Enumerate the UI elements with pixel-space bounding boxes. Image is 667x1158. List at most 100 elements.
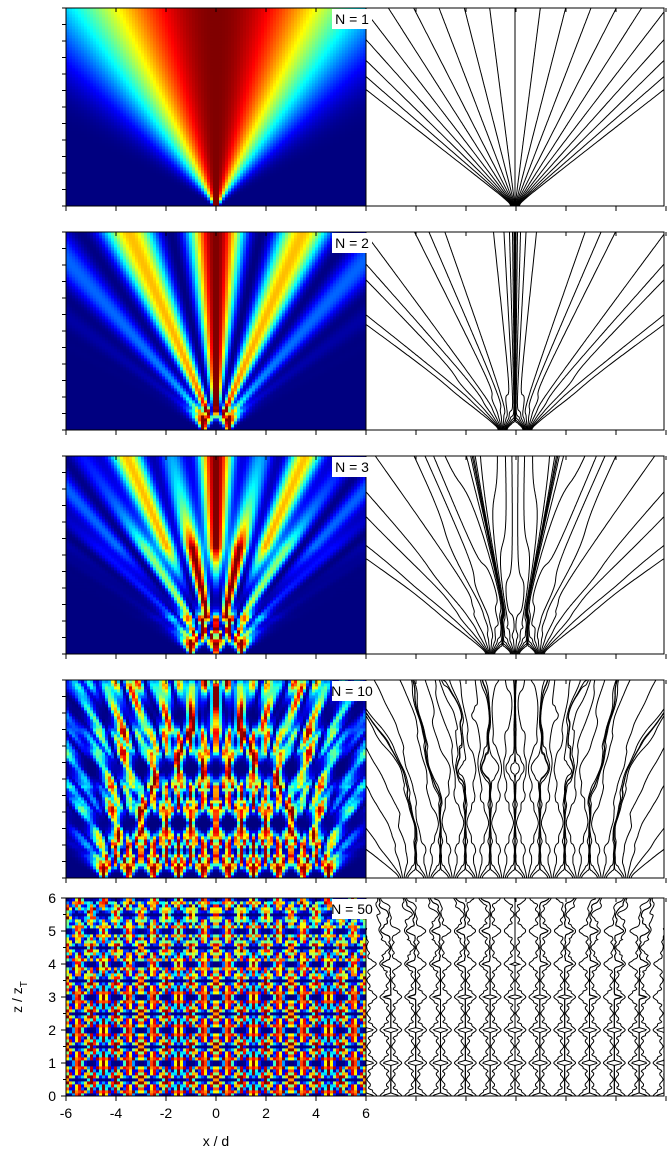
heatmap-cell: [342, 98, 345, 101]
heatmap-cell: [171, 104, 174, 107]
heatmap-cell: [183, 200, 186, 203]
heatmap-cell: [114, 191, 117, 194]
heatmap-cell: [222, 113, 225, 116]
heatmap-cell: [207, 131, 210, 134]
heatmap-cell: [204, 161, 207, 164]
heatmap-cell: [111, 113, 114, 116]
heatmap-cell: [225, 140, 228, 143]
heatmap-cell: [288, 104, 291, 107]
heatmap-cell: [87, 140, 90, 143]
heatmap-cell: [321, 98, 324, 101]
heatmap-cell: [171, 101, 174, 104]
heatmap-cell: [315, 191, 318, 194]
heatmap-cell: [216, 149, 219, 152]
heatmap-cell: [189, 188, 192, 191]
heatmap-cell: [249, 161, 252, 164]
heatmap-cell: [309, 140, 312, 143]
heatmap-cell: [102, 80, 105, 83]
heatmap-cell: [228, 143, 231, 146]
heatmap-cell: [105, 161, 108, 164]
heatmap-cell: [156, 62, 159, 65]
heatmap-cell: [69, 59, 72, 62]
heatmap-cell: [282, 131, 285, 134]
heatmap-cell: [111, 80, 114, 83]
heatmap-cell: [165, 158, 168, 161]
heatmap-cell: [135, 116, 138, 119]
heatmap-cell: [291, 116, 294, 119]
heatmap-cell: [237, 164, 240, 167]
heatmap-cell: [135, 119, 138, 122]
heatmap-cell: [108, 167, 111, 170]
heatmap-cell: [123, 191, 126, 194]
heatmap-cell: [75, 95, 78, 98]
heatmap-cell: [240, 92, 243, 95]
heatmap-cell: [279, 143, 282, 146]
heatmap-cell: [261, 146, 264, 149]
heatmap-cell: [159, 95, 162, 98]
heatmap-cell: [138, 164, 141, 167]
heatmap-cell: [81, 182, 84, 185]
heatmap-cell: [117, 56, 120, 59]
heatmap-cell: [360, 164, 363, 167]
heatmap-cell: [153, 92, 156, 95]
heatmap-cell: [264, 185, 267, 188]
heatmap-cell: [345, 185, 348, 188]
heatmap-cell: [315, 74, 318, 77]
heatmap-cell: [123, 200, 126, 203]
heatmap-cell: [81, 143, 84, 146]
heatmap-cell: [135, 122, 138, 125]
heatmap-cell: [162, 128, 165, 131]
heatmap-cell: [180, 95, 183, 98]
heatmap-cell: [234, 65, 237, 68]
heatmap-cell: [156, 182, 159, 185]
heatmap-cell: [165, 65, 168, 68]
heatmap-cell: [120, 125, 123, 128]
heatmap-cell: [180, 62, 183, 65]
heatmap-cell: [195, 176, 198, 179]
heatmap-cell: [123, 170, 126, 173]
heatmap-cell: [249, 182, 252, 185]
heatmap-cell: [117, 131, 120, 134]
heatmap-cell: [90, 140, 93, 143]
heatmap-cell: [150, 158, 153, 161]
heatmap-cell: [339, 194, 342, 197]
heatmap-cell: [150, 116, 153, 119]
heatmap-cell: [360, 74, 363, 77]
heatmap-cell: [312, 134, 315, 137]
heatmap-cell: [348, 113, 351, 116]
heatmap-cell: [90, 65, 93, 68]
heatmap-cell: [345, 113, 348, 116]
heatmap-cell: [357, 200, 360, 203]
heatmap-cell: [171, 149, 174, 152]
heatmap-cell: [207, 107, 210, 110]
heatmap-cell: [324, 197, 327, 200]
heatmap-cell: [99, 149, 102, 152]
heatmap-cell: [123, 110, 126, 113]
heatmap-cell: [333, 194, 336, 197]
heatmap-cell: [324, 98, 327, 101]
heatmap-cell: [234, 101, 237, 104]
heatmap-cell: [342, 155, 345, 158]
heatmap-cell: [171, 80, 174, 83]
heatmap-cell: [69, 161, 72, 164]
heatmap-cell: [141, 113, 144, 116]
heatmap-cell: [90, 188, 93, 191]
heatmap-cell: [291, 188, 294, 191]
heatmap-cell: [72, 62, 75, 65]
heatmap-cell: [201, 92, 204, 95]
heatmap-cell: [237, 161, 240, 164]
heatmap-cell: [234, 71, 237, 74]
heatmap-cell: [339, 62, 342, 65]
heatmap-cell: [186, 134, 189, 137]
heatmap-cell: [138, 101, 141, 104]
heatmap-cell: [114, 95, 117, 98]
heatmap-cell: [144, 92, 147, 95]
heatmap-cell: [264, 83, 267, 86]
heatmap-cell: [105, 179, 108, 182]
heatmap-cell: [126, 170, 129, 173]
heatmap-cell: [285, 68, 288, 71]
heatmap-cell: [327, 62, 330, 65]
heatmap-cell: [300, 110, 303, 113]
heatmap-cell: [72, 155, 75, 158]
heatmap-cell: [312, 182, 315, 185]
